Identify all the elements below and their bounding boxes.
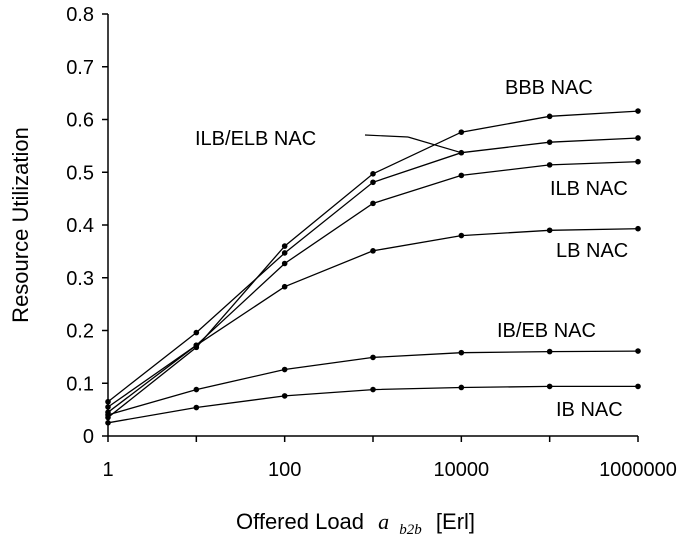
data-point (370, 248, 376, 254)
data-point (458, 384, 465, 391)
x-axis-title-text: Offered Load (236, 509, 364, 534)
x-tick-label: 10000 (434, 459, 490, 481)
x-axis-ticks: 1 100 10000 1000000 (102, 436, 677, 481)
data-point (281, 393, 288, 399)
data-point (635, 225, 641, 232)
data-point (193, 404, 200, 411)
data-point (193, 386, 200, 393)
data-point (370, 386, 376, 393)
leader-line-diagonal (407, 136, 462, 154)
data-point (546, 139, 553, 145)
data-point (546, 227, 553, 234)
data-point (281, 260, 288, 267)
y-axis-ticks: 0 0.1 0.2 0.3 0.4 0.5 0.6 0.7 0.8 (66, 4, 108, 448)
y-axis-title: Resource Utilization (8, 127, 33, 323)
y-tick-label: 0.5 (66, 162, 94, 184)
y-tick-label: 0.7 (66, 57, 94, 79)
series-label-lb-nac: LB NAC (556, 240, 628, 262)
data-point (370, 200, 376, 207)
x-tick-label: 1000000 (599, 459, 677, 481)
x-axis-subscript: b2b (399, 522, 422, 538)
y-tick-label: 0.6 (66, 110, 94, 132)
y-tick-label: 0.2 (66, 321, 94, 343)
data-point (635, 135, 641, 141)
data-point (105, 412, 111, 418)
leader-line-horizontal (364, 134, 409, 138)
series-ilb-elb-nac (105, 135, 641, 405)
data-point (370, 171, 376, 177)
y-tick-label: 0.1 (66, 373, 94, 395)
series-label-ilb-elb-nac: ILB/ELB NAC (195, 128, 316, 150)
data-point (370, 354, 376, 361)
y-tick-label: 0.3 (66, 268, 94, 290)
data-point (281, 243, 288, 249)
series-ib-eb-nac (105, 348, 641, 418)
data-point (105, 398, 111, 405)
data-point (546, 113, 553, 120)
data-point (635, 158, 641, 165)
y-tick-label: 0 (83, 426, 94, 448)
data-point (458, 232, 465, 239)
data-point (458, 172, 465, 179)
series-ib-nac (105, 383, 641, 426)
data-point (105, 420, 111, 426)
data-point (458, 129, 465, 135)
x-axis-title: Offered Load a b2b [Erl] (236, 509, 475, 539)
series-label-ilb-nac: ILB NAC (550, 178, 628, 200)
data-point (281, 366, 288, 373)
x-axis-symbol: a (378, 509, 389, 534)
series-bbb-nac (105, 108, 641, 421)
series-label-ib-nac: IB NAC (556, 399, 623, 421)
series-label-ib-eb-nac: IB/EB NAC (497, 320, 596, 342)
data-point (458, 349, 465, 356)
series-lb-nac (105, 225, 641, 416)
y-tick-label: 0.4 (66, 215, 94, 237)
x-tick-label: 1 (102, 459, 113, 481)
y-tick-label: 0.8 (66, 4, 94, 26)
series-labels: BBB NAC ILB/ELB NAC ILB NAC LB NAC IB/EB NAC… (195, 77, 628, 421)
data-point (635, 383, 641, 390)
series-lines (105, 108, 641, 426)
data-point (546, 348, 553, 355)
series-line-bbb-nac (107, 110, 639, 419)
data-point (370, 179, 376, 186)
x-axis-unit: [Erl] (436, 509, 475, 534)
data-point (193, 342, 200, 349)
x-tick-label: 100 (268, 459, 301, 481)
data-point (281, 250, 288, 256)
data-point (546, 162, 553, 168)
data-point (635, 348, 641, 354)
data-point (105, 404, 111, 410)
data-point (458, 149, 465, 156)
data-point (281, 283, 288, 290)
data-point (193, 329, 200, 336)
data-point (635, 108, 641, 114)
series-label-bbb-nac: BBB NAC (505, 77, 593, 99)
data-point (546, 383, 553, 390)
